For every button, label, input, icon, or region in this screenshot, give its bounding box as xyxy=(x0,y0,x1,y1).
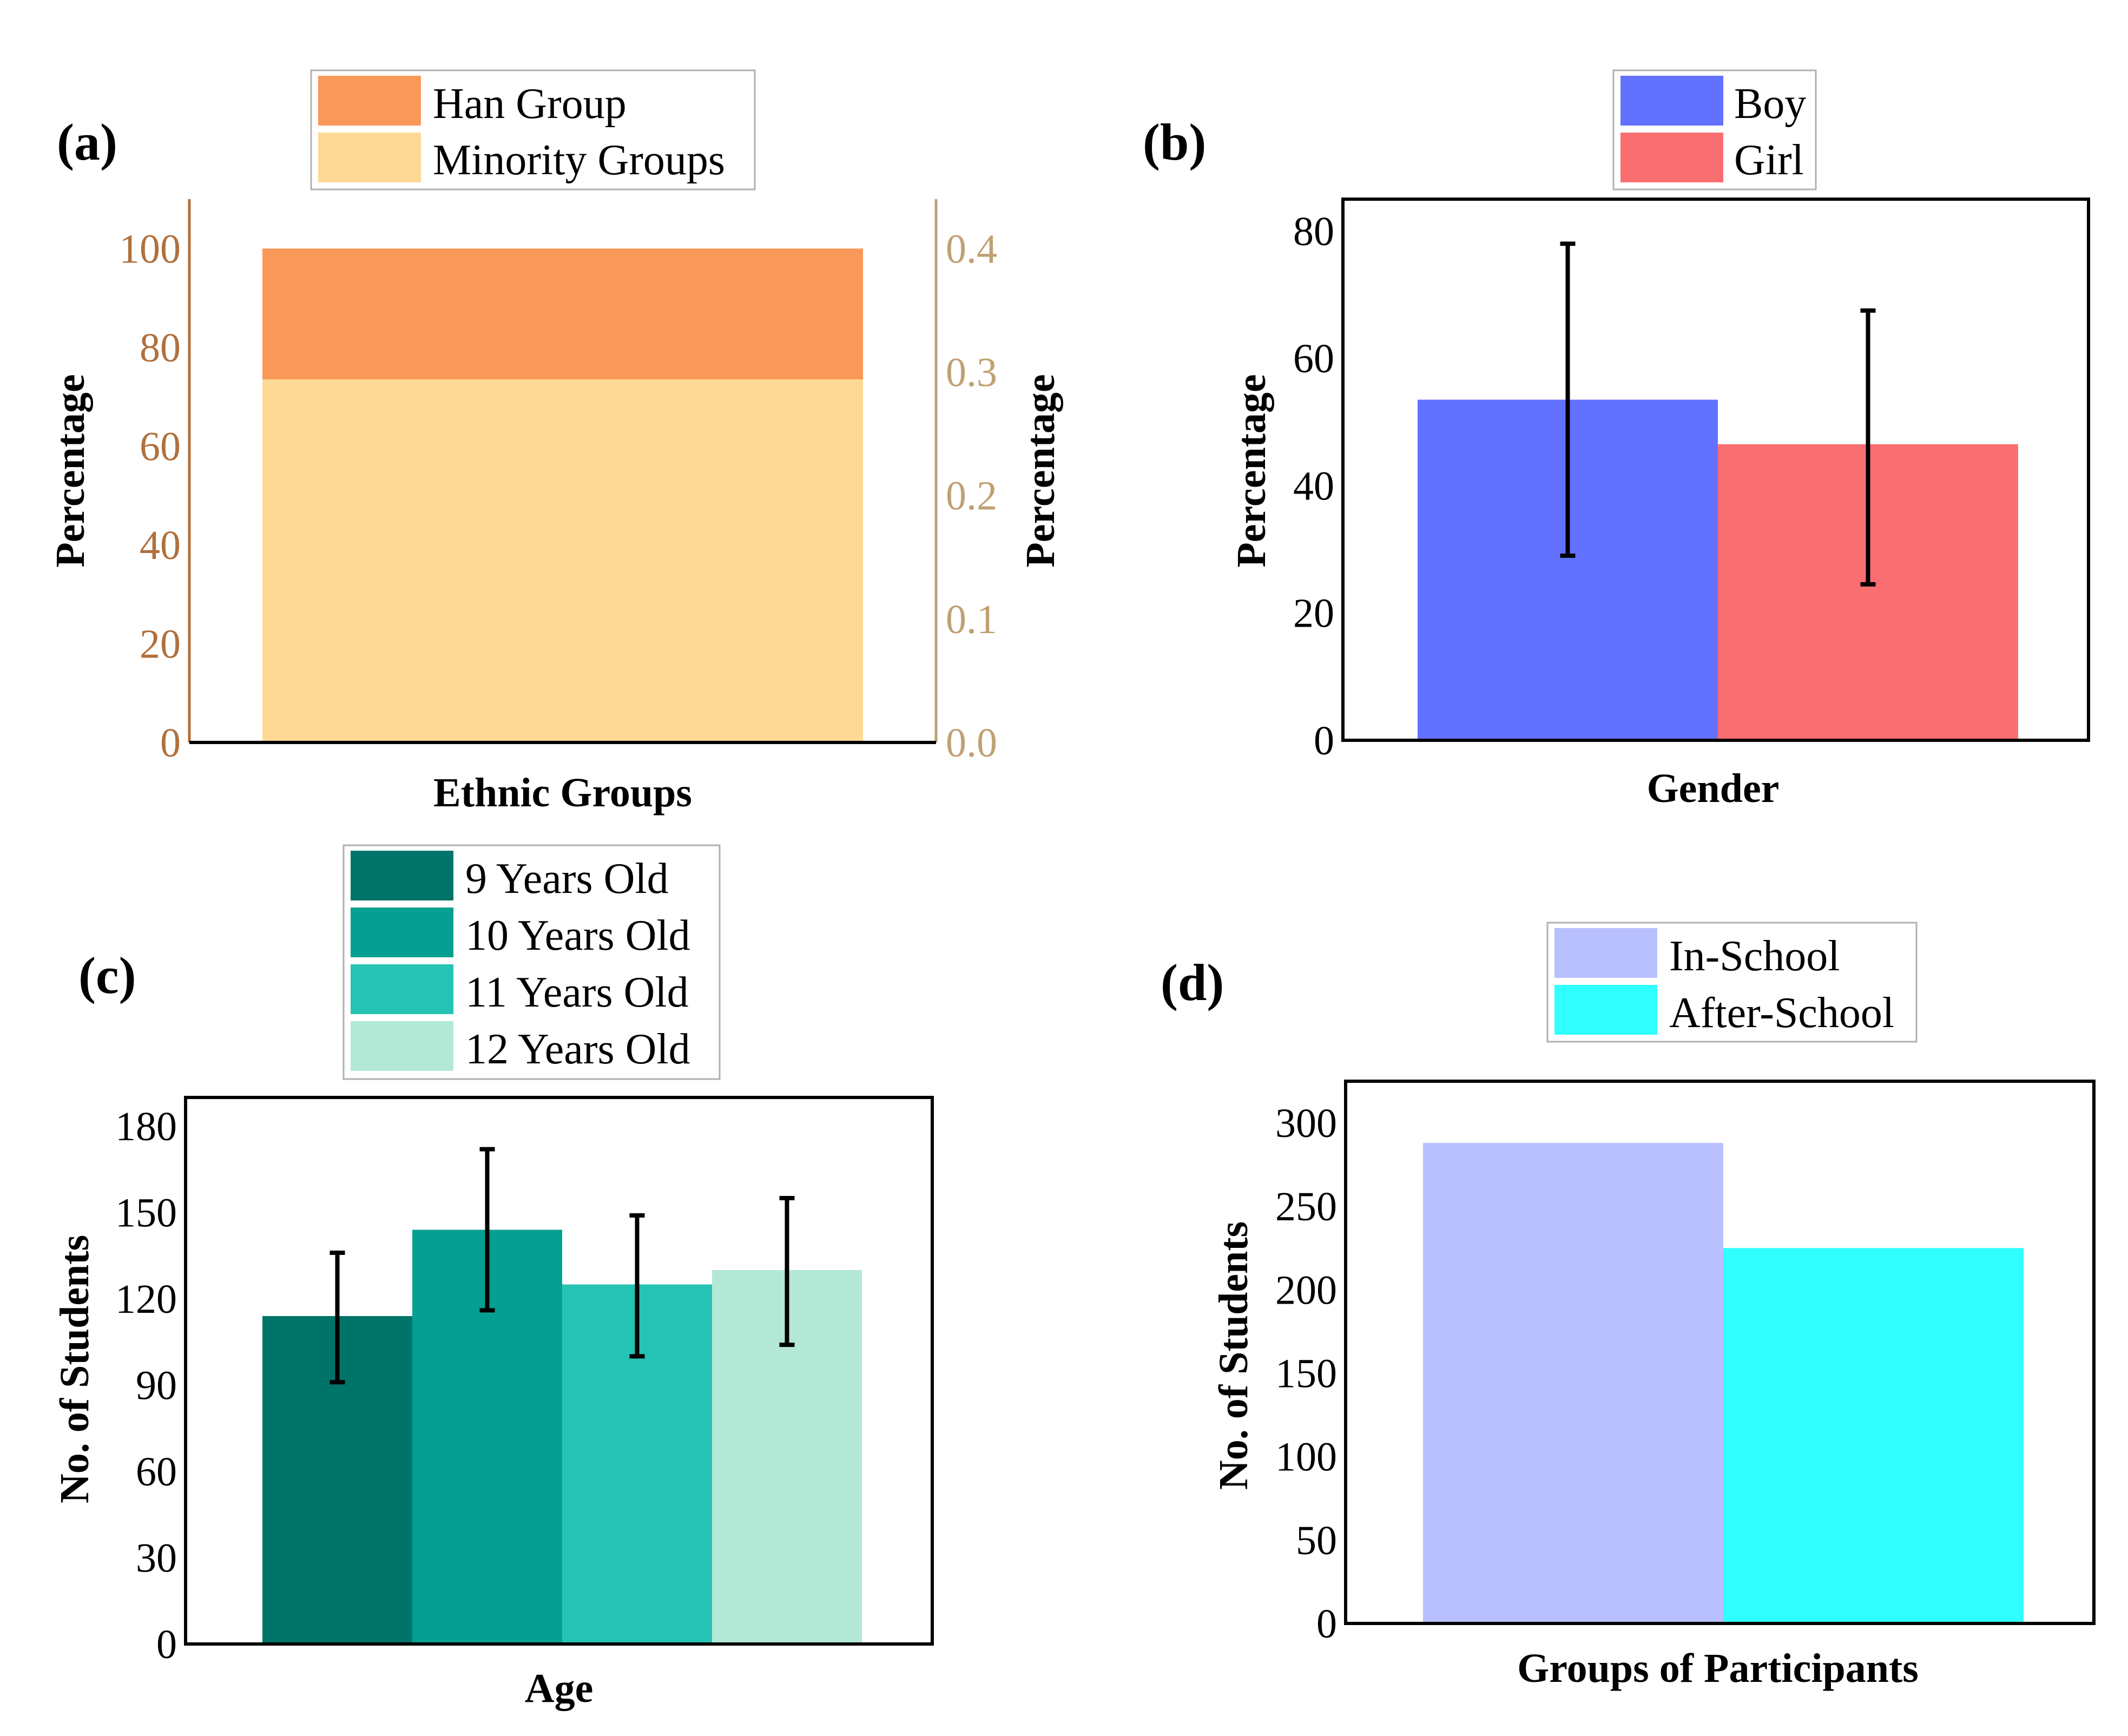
legend-label-9-years-old: 9 Years Old xyxy=(465,855,669,903)
panel-b-ytick-tick-3: 60 xyxy=(1293,336,1334,382)
bar-minority-groups xyxy=(262,379,863,742)
panel-d-bars xyxy=(1423,1143,2024,1623)
panel-b-ytick-tick-1: 20 xyxy=(1293,591,1334,636)
panel-a-ytick-right-tick-3: 0.3 xyxy=(946,350,997,395)
panel-a-ytick-tick-5: 100 xyxy=(119,226,181,272)
panel-d-ytick-tick-6: 300 xyxy=(1275,1101,1337,1146)
panel-a-ytick-tick-3: 60 xyxy=(140,424,181,469)
panel-b-ytick-tick-4: 80 xyxy=(1293,209,1334,254)
panel-a-ylabel-right: Percentage xyxy=(1018,374,1063,567)
panel-c-ytick-tick-6: 180 xyxy=(115,1104,177,1149)
legend-label-12-years-old: 12 Years Old xyxy=(465,1025,690,1073)
legend-swatch-11-years-old xyxy=(351,964,453,1014)
panel-c-xlabel: Age xyxy=(525,1666,594,1711)
panel-d-ylabel: No. of Students xyxy=(1211,1221,1256,1490)
panel-d-ytick-tick-5: 250 xyxy=(1275,1184,1337,1229)
legend-swatch-boy xyxy=(1620,76,1723,126)
legend-label-in-school: In-School xyxy=(1669,932,1840,980)
panel-b-ytick-tick-0: 0 xyxy=(1314,718,1334,764)
panel-c-ytick-tick-0: 0 xyxy=(156,1622,177,1667)
panel-c: (c) 0 30 60 90 120 150 180 Age No. of Students… xyxy=(52,844,934,1711)
legend-swatch-12-years-old xyxy=(351,1021,453,1071)
legend-swatch-10-years-old xyxy=(351,908,453,957)
panel-d-frame xyxy=(1344,1080,2096,1625)
panel-c-ytick-tick-1: 30 xyxy=(136,1536,177,1581)
legend-swatch-han-group xyxy=(318,76,421,126)
panel-d-label: (d) xyxy=(1161,954,1224,1011)
panel-c-frame xyxy=(184,1096,934,1646)
legend-label-11-years-old: 11 Years Old xyxy=(465,969,689,1016)
panel-a-ytick-right-tick-2: 0.2 xyxy=(946,474,997,519)
panel-d-yticks: 0 50 100 150 200 250 300 xyxy=(1275,1101,1337,1647)
panel-c-legend: 9 Years Old 10 Years Old 11 Years Old 12… xyxy=(342,844,721,1080)
panel-b-legend: Boy Girl xyxy=(1612,69,1817,190)
panel-b-yticks: 0 20 40 60 80 xyxy=(1293,209,1334,764)
panel-b-bars xyxy=(1418,399,2018,740)
legend-swatch-9-years-old xyxy=(351,851,453,900)
legend-label-girl: Girl xyxy=(1734,136,1804,184)
legend-label-minority-groups: Minority Groups xyxy=(433,136,725,184)
panel-a-yticks-right: 0.0 0.1 0.2 0.3 0.4 xyxy=(946,226,997,766)
legend-swatch-girl xyxy=(1620,133,1723,182)
panel-d-xlabel: Groups of Participants xyxy=(1517,1646,1919,1691)
legend-label-10-years-old: 10 Years Old xyxy=(465,912,690,959)
panel-b-ylabel: Percentage xyxy=(1229,374,1274,567)
panel-c-ytick-tick-4: 120 xyxy=(115,1277,177,1322)
panel-c-error-bars xyxy=(330,1147,795,1385)
panel-b-error-bars xyxy=(1560,241,1876,587)
panel-a-legend: Han Group Minority Groups xyxy=(310,69,756,190)
panel-b-frame xyxy=(1341,198,2090,742)
legend-label-boy: Boy xyxy=(1734,80,1806,128)
panel-c-ylabel: No. of Students xyxy=(52,1235,97,1503)
panel-d-ytick-tick-4: 200 xyxy=(1275,1267,1337,1313)
legend-swatch-in-school xyxy=(1554,928,1657,978)
legend-label-han-group: Han Group xyxy=(433,80,627,128)
panel-b-label: (b) xyxy=(1143,113,1206,171)
legend-swatch-minority-groups xyxy=(318,133,421,182)
panel-a-ytick-right-tick-0: 0.0 xyxy=(946,720,997,766)
panel-a-ytick-tick-4: 80 xyxy=(140,325,181,371)
bar-after-school xyxy=(1723,1248,2024,1623)
panel-c-label: (c) xyxy=(78,946,136,1004)
panel-a-ytick-tick-0: 0 xyxy=(160,720,181,766)
panel-d-ytick-tick-2: 100 xyxy=(1275,1435,1337,1480)
panel-b-ytick-tick-2: 40 xyxy=(1293,463,1334,509)
panel-d-ytick-tick-3: 150 xyxy=(1275,1351,1337,1397)
panel-a-yticks: 0 20 40 60 80 100 xyxy=(119,226,181,766)
panel-d-ytick-tick-1: 50 xyxy=(1296,1518,1337,1563)
panel-b: (b) 0 20 40 60 80 Gender Percentage Boy Girl xyxy=(1143,69,2090,811)
panel-b-xlabel: Gender xyxy=(1647,766,1780,811)
bar-han-group xyxy=(262,248,863,380)
panel-c-ytick-tick-5: 150 xyxy=(115,1191,177,1236)
panel-c-yticks: 0 30 60 90 120 150 180 xyxy=(115,1104,177,1667)
panel-a-ytick-right-tick-1: 0.1 xyxy=(946,597,997,642)
panel-c-ytick-tick-2: 60 xyxy=(136,1449,177,1495)
panel-c-ytick-tick-3: 90 xyxy=(136,1363,177,1409)
panel-d: (d) 0 50 100 150 200 250 300 Groups of Partici… xyxy=(1161,922,2096,1691)
panel-a-ytick-tick-1: 20 xyxy=(140,621,181,667)
panel-a-ylabel: Percentage xyxy=(48,374,93,567)
panel-a-frame xyxy=(188,199,938,744)
panel-a-label: (a) xyxy=(57,113,117,171)
panel-c-bars xyxy=(262,1229,862,1644)
legend-label-after-school: After-School xyxy=(1669,989,1894,1037)
bar-in-school xyxy=(1423,1143,1723,1623)
legend-swatch-after-school xyxy=(1554,985,1657,1035)
panel-a: (a) 0 20 40 60 80 100 0.0 0.1 0.2 0.3 0.4 Ethnic … xyxy=(48,69,1063,816)
panel-d-ytick-tick-0: 0 xyxy=(1316,1601,1337,1647)
panel-a-xlabel: Ethnic Groups xyxy=(433,770,692,816)
panel-a-ytick-tick-2: 40 xyxy=(140,523,181,568)
panel-a-ytick-right-tick-4: 0.4 xyxy=(946,226,997,272)
panel-d-legend: In-School After-School xyxy=(1546,922,1918,1043)
panel-a-bars xyxy=(262,248,863,742)
